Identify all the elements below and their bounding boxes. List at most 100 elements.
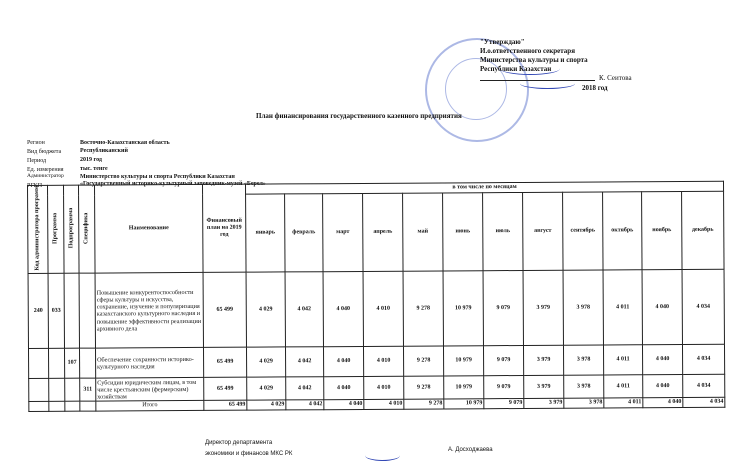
total-month-value: 4 029 [246, 400, 286, 411]
total-plan: 65 499 [203, 400, 247, 411]
cell-month-value: 9 079 [483, 345, 524, 377]
header-month: апрель [362, 193, 404, 272]
footer-position: Директор департамента [205, 440, 273, 446]
cell-month-value: 9 278 [403, 376, 444, 400]
header-month: октябрь [602, 192, 643, 271]
cell-admin-code [28, 348, 49, 379]
header-month: январь [245, 194, 286, 273]
cell-month-value: 4 011 [603, 345, 643, 376]
header-month: август [522, 192, 564, 271]
total-month-value: 4 034 [682, 397, 725, 408]
header-month: сентябрь [562, 192, 604, 271]
total-month-value: 4 011 [603, 398, 643, 409]
header-month: июнь [442, 193, 484, 272]
cell-program: 033 [48, 273, 65, 349]
cell-month-value: 4 040 [323, 376, 364, 401]
total-month-value: 3 979 [523, 398, 564, 409]
cell-month-value: 4 034 [682, 269, 725, 345]
cell-specific [79, 348, 96, 379]
cell-month-value: 4 034 [682, 344, 725, 375]
page-title: План финансирования государственного каз… [256, 112, 462, 120]
cell-month-value: 4 042 [285, 377, 324, 401]
header-subprogram: Подпрограмма [63, 185, 80, 274]
header-admin-code: Код администратора программ [27, 185, 49, 274]
total-month-value: 4 010 [363, 399, 404, 410]
cell-month-value: 4 029 [246, 377, 286, 401]
cell-month-value: 3 978 [563, 345, 604, 376]
meta-value: Республиканский [80, 148, 128, 154]
cell-empty [79, 401, 96, 412]
cell-subprogram: 107 [64, 348, 80, 379]
approval-line: Республики Казахстан [480, 65, 552, 73]
footer-signer: А. Досходжаева [448, 447, 493, 453]
official-stamp [425, 38, 529, 142]
cell-program [48, 378, 65, 402]
cell-specific: 311 [79, 378, 96, 402]
cell-month-value: 4 040 [642, 344, 683, 376]
cell-admin-code: 240 [28, 273, 49, 349]
cell-month-value: 9 079 [483, 270, 524, 347]
meta-label: Вид бюджета [27, 149, 62, 155]
approval-year: 2018 год [582, 84, 608, 92]
header-month: май [402, 193, 444, 272]
cell-empty [48, 401, 65, 412]
cell-plan: 65 499 [203, 377, 247, 401]
meta-label: Период [27, 158, 47, 164]
meta-label: Ед. измерения [27, 167, 64, 173]
total-month-value: 4 040 [642, 397, 683, 409]
cell-month-value: 4 040 [642, 269, 683, 346]
meta-value: тыс. тенге [80, 166, 108, 172]
cell-name: Обеспечение сохранности историко-культур… [95, 347, 204, 379]
cell-admin-code [28, 378, 49, 402]
cell-month-value: 3 979 [523, 375, 564, 399]
footer-signature [365, 450, 400, 461]
cell-month-value: 9 079 [483, 375, 524, 400]
cell-name: Субсидии юридическим лицам, в том числе … [95, 377, 204, 402]
approval-line: И.о.ответственного секретаря [480, 47, 575, 55]
cell-month-value: 4 042 [285, 272, 324, 348]
financing-table: Код администратора программ Программа По… [27, 181, 725, 413]
cell-month-value: 4 010 [363, 271, 404, 347]
header-month: ноябрь [641, 191, 683, 271]
header-month: март [322, 193, 364, 273]
cell-program [48, 348, 65, 379]
cell-month-value: 4 011 [603, 270, 643, 346]
total-label: Итого [95, 400, 204, 412]
cell-name: Повышение конкурентоспособности сферы ку… [95, 272, 204, 349]
table-row: 107 Обеспечение сохранности историко-куль… [28, 344, 725, 379]
cell-month-value: 4 034 [682, 374, 725, 398]
table-row: 240 033 Повышение конкурентоспособности сф… [28, 269, 725, 349]
cell-month-value: 4 011 [603, 375, 643, 399]
cell-month-value: 4 042 [285, 347, 324, 378]
cell-month-value: 4 010 [363, 346, 404, 377]
meta-label: Регион [27, 140, 45, 146]
footer-position: экономики и финансов МКС РК [205, 451, 293, 457]
cell-plan: 65 499 [203, 347, 247, 378]
meta-value: «Государственный историко-культурный зап… [80, 181, 266, 187]
meta-label: Администратор [27, 173, 64, 179]
header-plan: Финансовый план на 2019 год [202, 184, 247, 273]
cell-month-value: 4 040 [642, 374, 683, 399]
meta-value: Восточно-Казахстанская область [80, 140, 170, 146]
approval-title: "Утверждаю" [480, 38, 525, 46]
cell-month-value: 3 978 [563, 375, 604, 399]
total-month-value: 9 278 [403, 399, 444, 410]
approval-line: Министерства культуры и спорта [480, 56, 588, 64]
total-month-value: 9 079 [483, 398, 524, 410]
meta-label: РГКП [27, 183, 43, 189]
signature-line [480, 80, 595, 81]
cell-month-value: 4 040 [323, 271, 364, 348]
cell-month-value: 4 010 [363, 376, 404, 400]
header-program: Программа [47, 185, 65, 274]
cell-month-value: 9 278 [403, 271, 444, 347]
total-month-value: 10 979 [443, 399, 484, 410]
cell-subprogram [64, 273, 80, 349]
header-name: Наименование [94, 184, 204, 274]
cell-month-value: 9 278 [403, 346, 444, 377]
cell-plan: 65 499 [203, 272, 247, 348]
meta-value: 2019 год [80, 157, 102, 163]
cell-month-value: 3 979 [523, 270, 564, 346]
header-month: декабрь [681, 191, 725, 270]
header-specific: Специфика [78, 185, 96, 274]
cell-empty [64, 401, 80, 412]
